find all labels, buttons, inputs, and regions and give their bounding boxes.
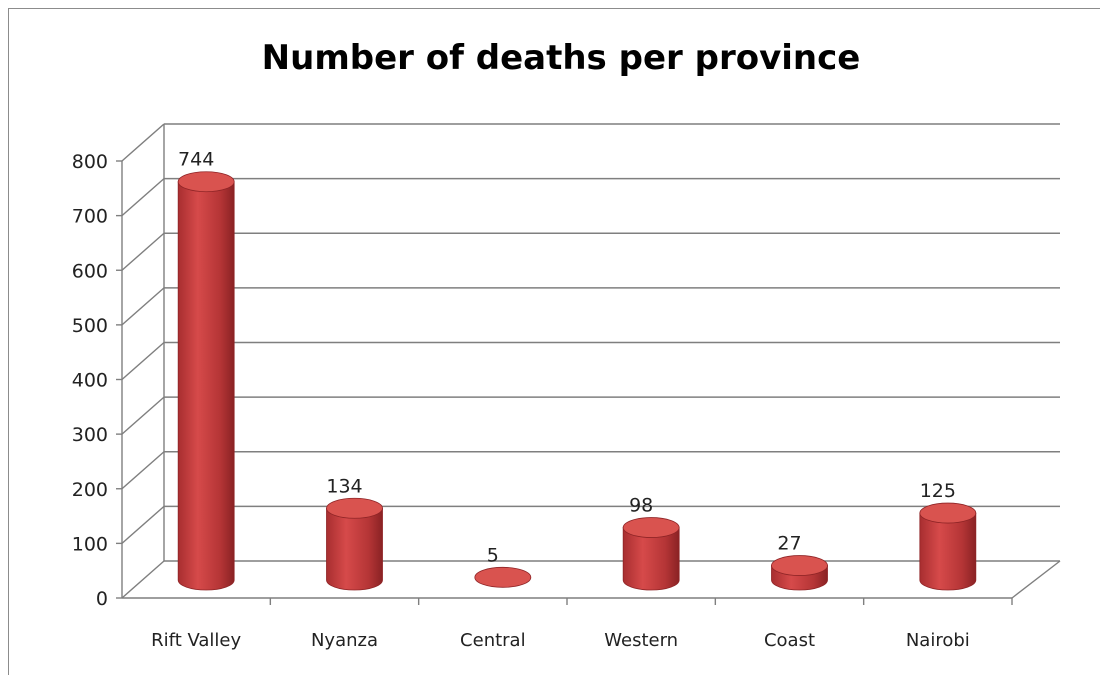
- bar-top: [177, 171, 235, 193]
- data-label: 98: [629, 495, 653, 517]
- x-category-label: Coast: [764, 630, 815, 651]
- gridline-diag: [121, 123, 165, 162]
- x-category-label: Western: [604, 630, 678, 651]
- data-label: 125: [920, 480, 956, 502]
- gridline-diag: [121, 396, 165, 435]
- y-tick-label: 100: [72, 533, 108, 555]
- gridline-diag: [121, 451, 165, 490]
- bar-top: [622, 517, 680, 538]
- x-category-label: Nairobi: [906, 630, 970, 651]
- bar: [771, 555, 828, 591]
- y-tick-label: 600: [72, 260, 108, 282]
- y-tick-label: 500: [72, 315, 108, 337]
- bar-body: [622, 527, 680, 591]
- y-tick-label: 800: [72, 151, 108, 173]
- bar: [919, 502, 977, 591]
- bar: [474, 566, 532, 588]
- bar-top: [474, 566, 532, 588]
- bar-body: [326, 507, 383, 591]
- gridline-diag: [121, 232, 165, 271]
- labels-layer: Rift Valley Nyanza Central Western Coast Nair…: [151, 149, 970, 651]
- floor-edge: [1011, 560, 1061, 599]
- x-category-label: Nyanza: [311, 630, 378, 651]
- chart-title: Number of deaths per province: [261, 38, 861, 78]
- y-tick-label: 200: [72, 479, 108, 501]
- bar-top: [326, 497, 383, 519]
- data-label: 27: [777, 533, 801, 555]
- y-tick-label: 300: [72, 424, 108, 446]
- grid-layer: [121, 123, 1060, 599]
- gridline-diag: [121, 287, 165, 326]
- y-tick-label: 400: [72, 370, 108, 392]
- data-label: 134: [326, 475, 362, 497]
- bar-body: [177, 181, 235, 591]
- gridline-diag: [121, 341, 165, 381]
- gridline-diag: [121, 178, 165, 217]
- axis-layer: 0 100 200 300 400 500 600 700 800: [72, 124, 1061, 610]
- y-tick-label: 0: [96, 588, 108, 610]
- bar-body: [919, 512, 977, 591]
- data-label: 5: [487, 544, 499, 566]
- bar: [177, 171, 235, 591]
- gridline-diag: [121, 505, 165, 544]
- x-category-label: Central: [460, 630, 526, 651]
- bar: [326, 497, 383, 591]
- bar: [622, 517, 680, 591]
- x-category-label: Rift Valley: [151, 630, 241, 651]
- bars-layer: [177, 171, 977, 591]
- y-tick-label: 700: [72, 206, 108, 228]
- bar-top: [919, 502, 977, 524]
- bar-top: [771, 555, 828, 576]
- data-label: 744: [178, 149, 214, 171]
- gridline-diag: [121, 560, 165, 599]
- chart-frame: [8, 8, 1100, 675]
